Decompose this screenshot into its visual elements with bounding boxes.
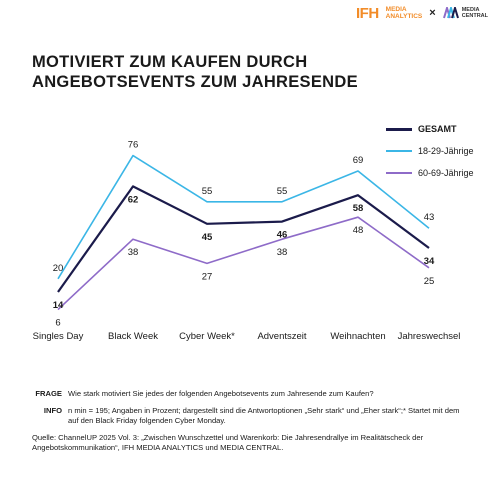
media-central-wordmark: MEDIA CENTRAL [462, 7, 488, 19]
data-label-s1-p1: 76 [128, 140, 139, 151]
data-label-s1-p3: 55 [277, 186, 288, 197]
data-label-s1-p4: 69 [353, 155, 364, 166]
frage-row: FRAGE Wie stark motiviert Sie jedes der … [32, 389, 472, 400]
series-line-2 [57, 216, 430, 311]
data-label-s0-p3: 46 [277, 230, 288, 241]
x-tick-label-5: Jahreswechsel [398, 331, 461, 342]
x-tick-label-3: Adventszeit [257, 331, 306, 342]
data-label-s0-p1: 62 [128, 194, 139, 205]
x-tick-label-0: Singles Day [33, 331, 84, 342]
chart-notes: FRAGE Wie stark motiviert Sie jedes der … [32, 389, 472, 454]
data-label-s1-p2: 55 [202, 186, 213, 197]
chart-title: MOTIVIERT ZUM KAUFEN DURCH ANGEBOTSEVENT… [32, 52, 452, 92]
legend-swatch-60-69 [386, 172, 412, 174]
legend-label-60-69: 60-69-Jährige [418, 168, 474, 178]
data-label-s2-p2: 27 [202, 271, 213, 282]
x-tick-label-4: Weihnachten [330, 331, 385, 342]
series-lines [57, 154, 430, 311]
legend-label-gesamt: GESAMT [418, 124, 457, 134]
data-label-s0-p5: 34 [424, 256, 435, 267]
x-axis-ticks: Singles Day Black Week Cyber Week* Adventsz… [33, 331, 461, 342]
chart-title-line-2: ANGEBOTSEVENTS ZUM JAHRESENDE [32, 73, 358, 91]
info-text: n min = 195; Angaben in Prozent; dargest… [68, 405, 460, 426]
mc-sub-line-2: CENTRAL [461, 13, 488, 19]
data-label-s2-p3: 38 [277, 247, 288, 258]
data-label-s0-p2: 45 [202, 232, 213, 243]
legend-swatch-18-29 [386, 150, 412, 152]
data-label-s2-p5: 25 [424, 276, 435, 287]
media-central-logo: MEDIA CENTRAL [442, 7, 488, 19]
frage-label: FRAGE [35, 389, 62, 398]
header-logos: IFH MEDIA ANALYTICS × MEDIA CENTRAL [356, 4, 488, 22]
ifh-logo-subtitle: MEDIA ANALYTICS [386, 6, 423, 20]
data-label-s1-p5: 43 [424, 212, 435, 223]
info-row: INFO n min = 195; Angaben in Prozent; da… [32, 406, 472, 427]
series-line-0 [57, 185, 430, 293]
legend-item-gesamt: GESAMT [386, 118, 474, 140]
legend-label-18-29: 18-29-Jährige [418, 146, 474, 156]
data-label-s1-p0: 20 [53, 263, 64, 274]
x-tick-label-1: Black Week [108, 331, 158, 342]
data-label-s2-p1: 38 [128, 247, 139, 258]
x-tick-label-2: Cyber Week* [179, 331, 235, 342]
cross-icon: × [429, 7, 436, 19]
ifh-logo-sub-line-1: MEDIA [385, 6, 407, 13]
ifh-logo: IFH [356, 4, 379, 22]
data-label-s0-p4: 58 [353, 203, 364, 214]
series-line-1 [57, 154, 430, 280]
data-label-s0-p0: 14 [53, 300, 64, 311]
media-central-mark-icon [442, 7, 459, 19]
frage-text: Wie stark motiviert Sie jedes der folgen… [68, 389, 374, 398]
legend-swatch-gesamt [386, 127, 412, 131]
chart-title-line-1: MOTIVIERT ZUM KAUFEN DURCH [32, 53, 308, 71]
data-label-s2-p0: 6 [55, 318, 60, 329]
legend-item-60-69: 60-69-Jährige [386, 162, 474, 184]
legend-item-18-29: 18-29-Jährige [386, 140, 474, 162]
source-text: Quelle: ChannelUP 2025 Vol. 3: „Zwischen… [32, 432, 424, 453]
ifh-logo-sub-line-2: ANALYTICS [385, 13, 423, 20]
data-labels: 20 76 55 55 69 43 14 62 45 46 58 34 6 38 27 38 48 25 [53, 140, 435, 329]
mc-sub-line-1: MEDIA [461, 7, 480, 13]
chart-legend: GESAMT 18-29-Jährige 60-69-Jährige [386, 118, 474, 184]
info-label: INFO [43, 405, 62, 415]
data-label-s2-p4: 48 [353, 225, 364, 236]
